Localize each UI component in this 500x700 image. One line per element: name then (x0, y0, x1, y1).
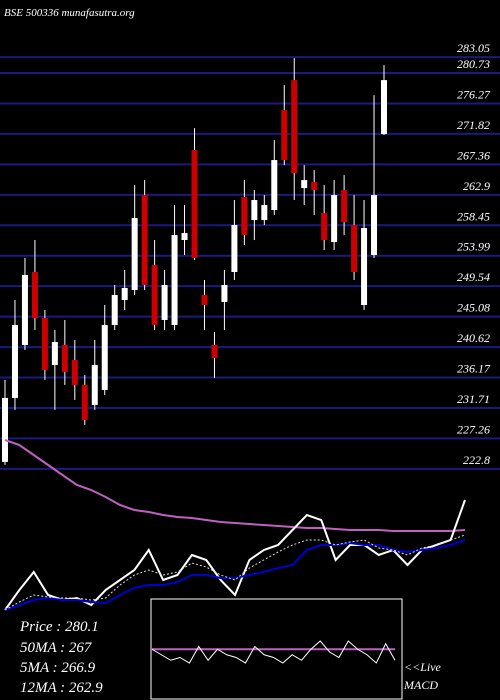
candle-body (31, 271, 38, 318)
ma-line (4, 534, 466, 611)
candle-body (281, 110, 288, 161)
candle-body (191, 150, 198, 258)
candle-body (121, 287, 128, 301)
chart-title: BSE 500336 munafasutra.org (4, 7, 135, 19)
candle-body (231, 225, 238, 272)
candle-body (81, 384, 88, 420)
y-tick-label: 236.17 (457, 362, 491, 376)
candle-body (311, 182, 318, 191)
candle-body (61, 344, 68, 372)
grid-layer: 283.05 280.73 276.27 271.82 267.36 262.9 258.4… (0, 41, 500, 470)
candle-body (51, 341, 58, 365)
y-tick-label: 231.71 (457, 392, 490, 406)
candle-body (351, 225, 358, 272)
candle-body (331, 195, 338, 243)
candle-body (241, 197, 248, 236)
candle-body (271, 160, 278, 211)
y-tick-label: 227.26 (457, 422, 490, 436)
candle-body (341, 190, 348, 223)
candle-body (321, 213, 328, 241)
y-tick-label: 222.8 (463, 453, 490, 467)
ma-line (4, 539, 466, 611)
macd-line (151, 640, 396, 664)
y-tick-label: 253.99 (457, 240, 490, 254)
candle-body (161, 284, 168, 320)
candle-body (91, 364, 98, 405)
y-tick-label: 240.62 (457, 331, 490, 345)
y-tick-label: 258.45 (457, 209, 490, 223)
candle-body (261, 205, 268, 221)
ma-panel (4, 439, 466, 611)
candle-body (141, 195, 148, 285)
legend-text: Price : 280.1 (19, 619, 99, 635)
y-tick-label: 276.27 (457, 87, 491, 101)
candle-body (151, 265, 158, 325)
y-tick-label: 271.82 (457, 118, 490, 132)
y-tick-label: 245.08 (457, 301, 490, 315)
candle-body (2, 397, 8, 462)
legend-text: 5MA : 266.9 (20, 660, 96, 676)
macd-label: <<Live (404, 660, 442, 674)
macd-panel (151, 640, 396, 664)
candle-body (21, 275, 28, 345)
candle-body (291, 80, 298, 174)
y-tick-label: 249.54 (457, 270, 490, 284)
candle-body (71, 359, 78, 385)
candle-body (171, 235, 178, 325)
y-tick-label: 262.9 (463, 179, 490, 193)
candle-body (211, 344, 218, 358)
candle-body (111, 294, 118, 325)
candle-body (131, 218, 138, 290)
candle-body (371, 195, 378, 255)
candle-body (361, 228, 368, 306)
legend-text: 12MA : 262.9 (20, 680, 103, 696)
y-tick-label: 283.05 (457, 41, 490, 55)
macd-box (150, 598, 403, 700)
candle-body (251, 200, 258, 221)
candle-body (101, 324, 108, 390)
candle-body (201, 294, 208, 306)
y-tick-label: 267.36 (457, 148, 490, 162)
y-tick-label: 280.73 (457, 57, 490, 71)
candle-body (221, 284, 228, 302)
candle-body (181, 233, 188, 241)
candle-body (41, 317, 48, 370)
legend-text: 50MA : 267 (20, 640, 93, 656)
candles-layer (2, 58, 387, 465)
ma-line (4, 439, 466, 532)
candle-body (11, 324, 18, 398)
candle-body (381, 80, 387, 135)
macd-title: MACD (403, 678, 438, 692)
candle-body (301, 180, 308, 189)
